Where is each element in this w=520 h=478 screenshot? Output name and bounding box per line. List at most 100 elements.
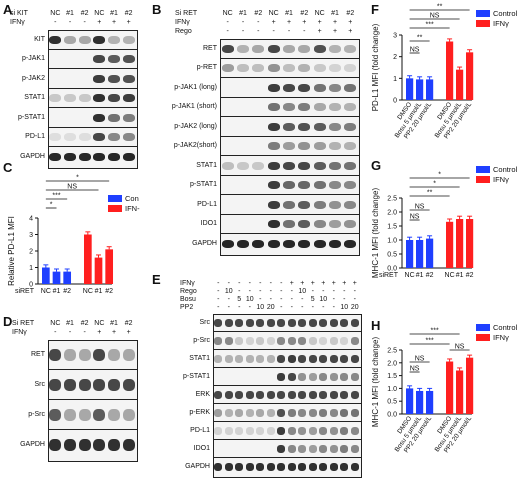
blot-divider xyxy=(220,233,360,234)
protein-band xyxy=(245,427,254,435)
lane-condition: 10 xyxy=(256,304,265,311)
lane-condition: #2 xyxy=(80,320,89,327)
lane-condition: - xyxy=(217,296,220,303)
protein-band xyxy=(298,391,307,399)
protein-band xyxy=(344,83,357,92)
lane-condition: + xyxy=(302,19,307,26)
bar xyxy=(446,41,454,100)
protein-band xyxy=(266,337,275,345)
protein-band xyxy=(329,427,338,435)
lane-condition: - xyxy=(269,288,272,295)
protein-label: GAPDH xyxy=(192,239,217,247)
protein-band xyxy=(350,355,359,363)
protein-band xyxy=(122,408,135,422)
protein-band xyxy=(49,133,62,142)
lane-condition: #1 xyxy=(239,10,247,17)
lane-condition: - xyxy=(332,288,335,295)
y-tick-label: 2.0 xyxy=(387,210,397,217)
bar xyxy=(456,69,464,100)
protein-band xyxy=(78,378,91,392)
protein-band xyxy=(93,152,106,161)
y-tick-label: 0.5 xyxy=(387,399,397,406)
protein-band xyxy=(122,113,135,122)
significance-label: NS xyxy=(410,366,420,373)
protein-band xyxy=(340,319,349,327)
lane-condition: - xyxy=(311,288,314,295)
y-tick-label: 2.5 xyxy=(387,196,397,203)
protein-band xyxy=(298,337,307,345)
lane-condition: - xyxy=(322,288,325,295)
lane-condition: - xyxy=(238,288,241,295)
protein-band xyxy=(49,378,62,392)
protein-band xyxy=(78,348,91,362)
protein-band xyxy=(122,438,135,452)
protein-band xyxy=(256,337,265,345)
lane-condition: NC xyxy=(50,10,61,17)
condition-label: Rego xyxy=(180,288,197,295)
lane-condition: + xyxy=(97,329,102,336)
protein-band xyxy=(221,44,234,53)
lane-condition: - xyxy=(311,304,314,311)
protein-band xyxy=(340,427,349,435)
lane-condition: - xyxy=(227,280,230,287)
protein-label: KIT xyxy=(34,35,45,43)
bar xyxy=(406,388,414,414)
protein-band xyxy=(319,319,328,327)
protein-band xyxy=(298,373,307,381)
lane-condition: - xyxy=(227,304,230,311)
panel-letter-d: D xyxy=(3,314,13,329)
protein-band xyxy=(267,103,280,112)
protein-band xyxy=(308,409,317,417)
bar xyxy=(42,267,50,284)
condition-label: PP2 xyxy=(180,304,194,311)
lane-condition: - xyxy=(280,296,283,303)
lane-condition: NC xyxy=(50,320,61,327)
protein-band xyxy=(319,355,328,363)
protein-band xyxy=(313,122,326,131)
protein-band xyxy=(108,94,120,103)
protein-label: p-JAK2(short) xyxy=(173,142,217,150)
protein-label: p-JAK2 (long) xyxy=(174,122,217,130)
protein-band xyxy=(49,152,62,161)
protein-band xyxy=(108,113,120,122)
lane-condition: + xyxy=(111,329,117,336)
protein-band xyxy=(329,319,338,327)
lane-condition: + xyxy=(348,28,353,35)
protein-band xyxy=(340,391,349,399)
bar xyxy=(466,52,474,100)
blot-divider xyxy=(220,96,360,98)
lane-condition: - xyxy=(301,296,304,303)
lane-condition: NC xyxy=(268,10,279,17)
lane-condition: - xyxy=(353,288,356,295)
significance-label: NS xyxy=(455,344,465,351)
x-tick-label: #1 xyxy=(456,272,464,279)
y-tick-label: 3 xyxy=(393,33,397,40)
protein-band xyxy=(350,409,359,417)
panel-letter-h: H xyxy=(371,318,381,333)
blot-divider xyxy=(220,174,360,176)
y-tick-label: 0.5 xyxy=(387,252,397,259)
protein-band xyxy=(344,200,357,209)
lane-condition: NC xyxy=(94,10,105,17)
protein-band xyxy=(308,337,317,345)
protein-band xyxy=(329,355,338,363)
protein-band xyxy=(108,152,120,161)
condition-label: IFNγ xyxy=(10,19,25,26)
blot-divider xyxy=(213,403,362,404)
protein-band xyxy=(122,35,135,44)
lane-condition: - xyxy=(280,288,283,295)
protein-band xyxy=(267,142,280,151)
protein-band xyxy=(108,408,120,422)
protein-band xyxy=(344,181,357,190)
blot-divider xyxy=(220,194,360,195)
protein-band xyxy=(256,319,265,327)
protein-band xyxy=(344,44,357,53)
lane-condition: - xyxy=(83,19,86,26)
protein-band xyxy=(78,35,91,44)
significance-label: *** xyxy=(426,338,434,345)
lane-condition: - xyxy=(287,28,291,35)
bar xyxy=(456,370,464,414)
legend-swatch xyxy=(476,20,490,27)
protein-band xyxy=(49,94,62,103)
lane-condition: - xyxy=(248,288,251,295)
